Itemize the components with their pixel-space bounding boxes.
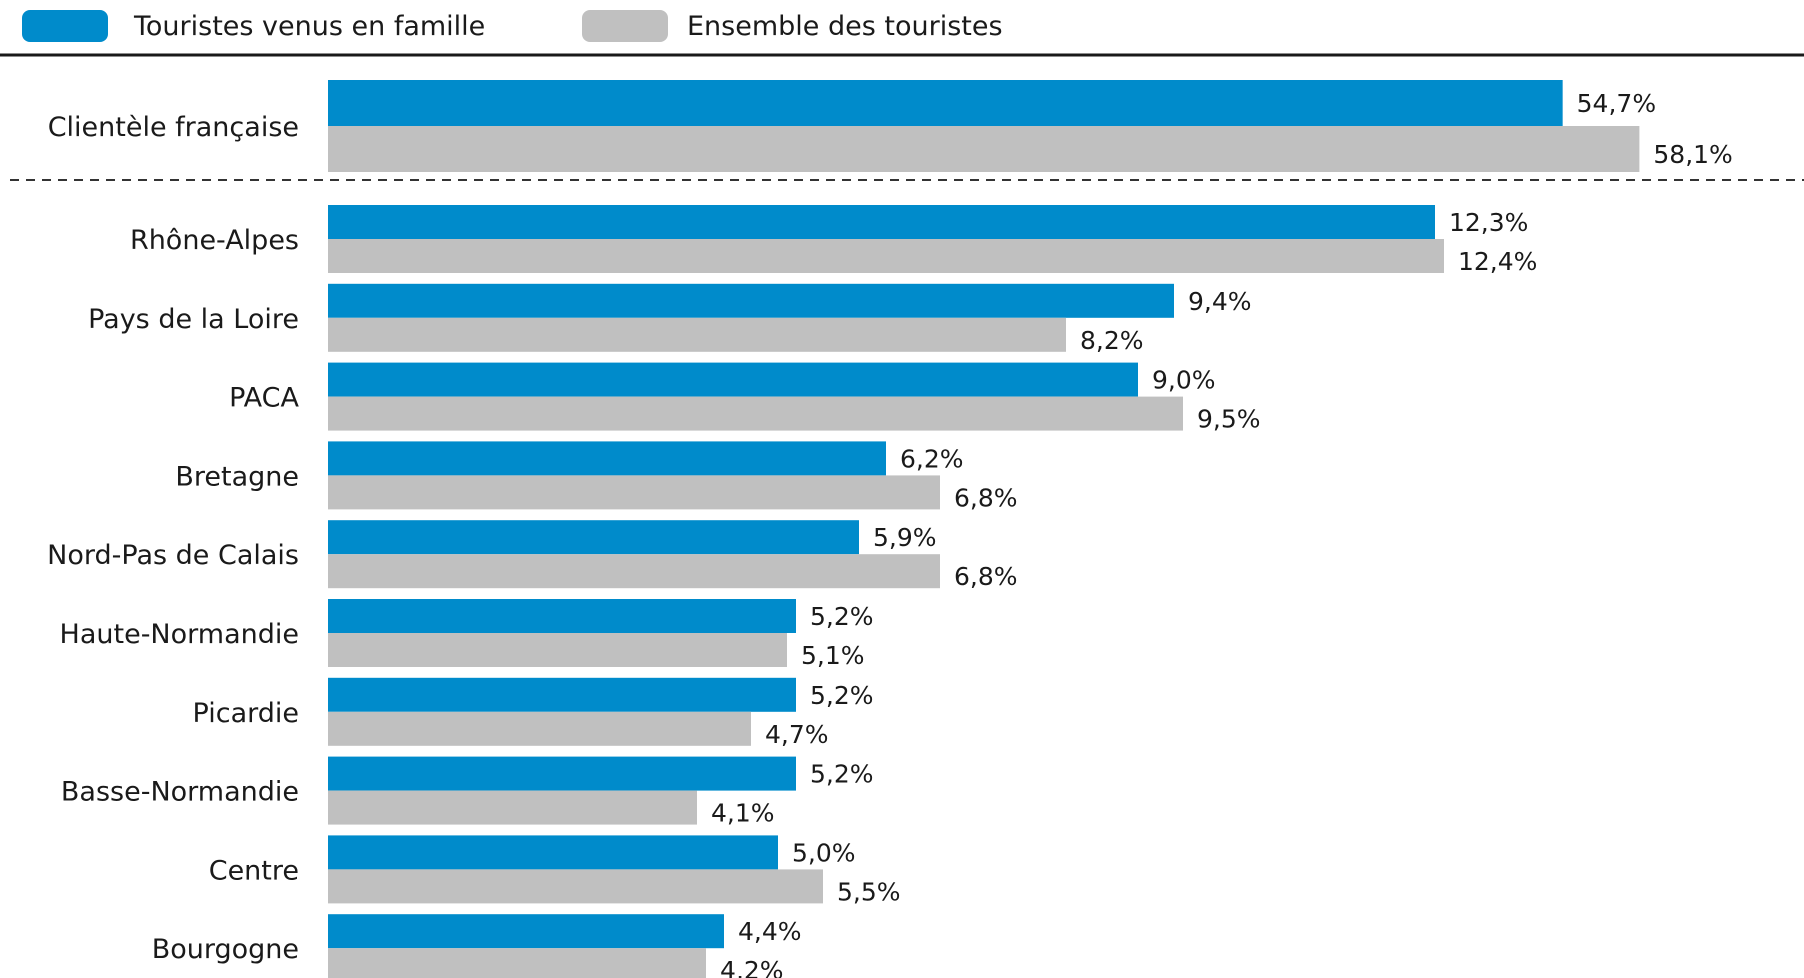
bar-families-basse-normandie [328,756,796,791]
value-label-families-picardie: 5,2% [810,681,874,710]
bar-families-nord-pas-de-calais [328,520,859,555]
bar-all-haute-normandie [328,633,787,667]
bar-families-pays-de-la-loire [328,283,1174,318]
value-label-families-rhone-alpes: 12,3% [1449,208,1528,237]
value-label-all-rhone-alpes: 12,4% [1458,247,1537,276]
bar-families-bretagne [328,441,886,476]
value-label-families-bretagne: 6,2% [900,444,964,473]
bar-families-picardie [328,677,796,712]
value-label-all-basse-normandie: 4,1% [711,799,775,828]
bar-families-haute-normandie [328,599,796,633]
bar-families-paca [328,362,1138,397]
category-label-picardie: Picardie [193,698,299,729]
bar-families-rhone-alpes [328,205,1435,239]
category-label-paca: PACA [229,383,299,414]
legend-label-families: Touristes venus en famille [133,11,485,42]
bar-all-basse-normandie [328,790,697,825]
bar-all-clientele-francaise [328,126,1640,172]
value-label-all-pays-de-la-loire: 8,2% [1080,326,1144,355]
value-label-families-centre: 5,0% [792,838,856,867]
bar-all-pays-de-la-loire [328,317,1066,352]
value-label-families-haute-normandie: 5,2% [810,602,874,631]
legend-swatch-all [582,10,668,42]
bars: 54,7% 58,1% Clientèle française 12,3% 12,4% R… [47,80,1733,978]
value-label-families-clientele-francaise: 54,7% [1577,89,1656,118]
value-label-all-bourgogne: 4,2% [720,956,784,978]
value-label-all-paca: 9,5% [1197,405,1261,434]
category-label-pays-de-la-loire: Pays de la Loire [88,304,299,335]
bar-all-picardie [328,711,751,746]
value-label-all-nord-pas-de-calais: 6,8% [954,562,1018,591]
value-label-all-centre: 5,5% [837,877,901,906]
legend-swatch-families [22,10,108,42]
legend-label-all: Ensemble des touristes [687,11,1003,42]
category-label-basse-normandie: Basse-Normandie [61,777,299,808]
category-label-nord-pas-de-calais: Nord-Pas de Calais [47,540,299,571]
bar-all-rhone-alpes [328,239,1444,273]
value-label-families-nord-pas-de-calais: 5,9% [873,523,937,552]
category-label-bretagne: Bretagne [175,461,299,492]
category-label-clientele-francaise: Clientèle française [48,112,299,143]
value-label-families-paca: 9,0% [1152,366,1216,395]
value-label-all-haute-normandie: 5,1% [801,641,865,670]
bar-all-paca [328,396,1183,431]
value-label-families-basse-normandie: 5,2% [810,760,874,789]
legend: Touristes venus en famille Ensemble des … [22,10,1003,42]
category-label-rhone-alpes: Rhône-Alpes [130,225,299,256]
bar-all-nord-pas-de-calais [328,554,940,589]
value-label-all-clientele-francaise: 58,1% [1653,140,1732,169]
value-label-families-pays-de-la-loire: 9,4% [1188,287,1252,316]
bar-families-clientele-francaise [328,80,1563,126]
value-label-families-bourgogne: 4,4% [738,917,802,946]
bar-families-centre [328,835,778,870]
value-label-all-picardie: 4,7% [765,720,829,749]
bar-all-centre [328,869,823,904]
bar-families-bourgogne [328,914,724,949]
bar-all-bourgogne [328,948,706,978]
category-label-haute-normandie: Haute-Normandie [60,619,299,650]
bar-all-bretagne [328,475,940,510]
category-label-bourgogne: Bourgogne [152,934,299,965]
category-label-centre: Centre [209,855,299,886]
value-label-all-bretagne: 6,8% [954,483,1018,512]
